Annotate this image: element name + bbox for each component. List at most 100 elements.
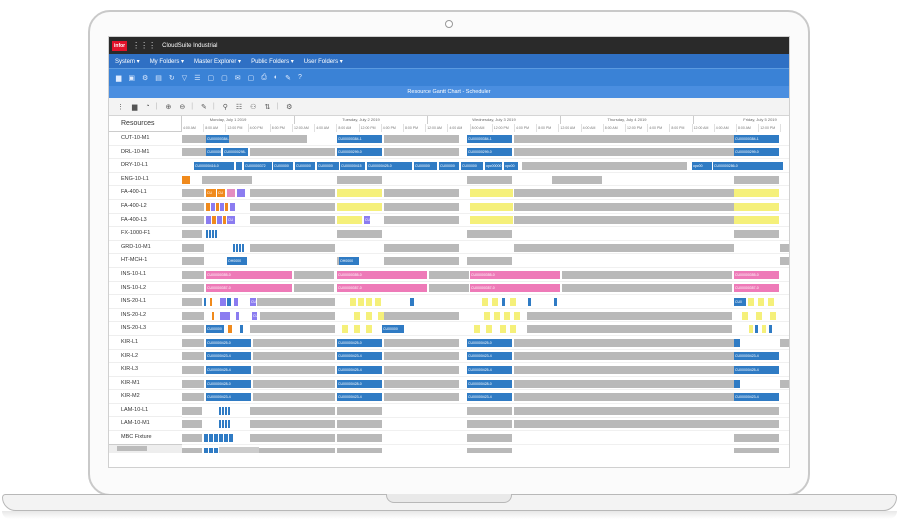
job-bar[interactable]: CU00000 [317,162,339,170]
mail-icon[interactable]: ✉ [234,74,241,82]
job-bar[interactable] [219,406,221,415]
print-icon[interactable]: ▢ [247,74,255,82]
job-bar[interactable] [219,420,221,429]
job-bar[interactable] [204,447,208,453]
job-bar[interactable] [482,298,488,306]
resource-row[interactable]: DRL-10-M1 [109,146,182,160]
job-bar[interactable]: CU00000299-0 [337,148,382,157]
job-bar[interactable] [337,216,362,225]
resource-row[interactable]: FA-400-L1 [109,186,182,200]
job-bar[interactable]: CU00000425-0 [337,338,382,347]
job-bar[interactable] [769,325,772,334]
pencil-icon[interactable]: ✎ [201,103,207,111]
resource-row[interactable]: KIR-L2 [109,350,182,364]
job-bar[interactable]: CU00000425-4 [734,366,779,374]
job-bar[interactable] [204,434,208,442]
chart-icon[interactable]: ◔ [145,103,150,110]
job-bar[interactable] [227,189,235,198]
job-bar[interactable] [206,216,211,225]
job-bar[interactable] [182,175,190,184]
job-bar[interactable] [484,311,490,320]
job-bar[interactable]: CU00000423-4 [467,393,512,402]
job-bar[interactable] [240,325,243,334]
job-bar[interactable] [514,311,520,320]
open-icon[interactable]: ▆ [132,103,138,111]
filter-icon[interactable]: ▽ [181,74,188,82]
horizontal-scrollbar[interactable] [109,444,182,453]
job-bar[interactable]: CU00000 [206,148,221,157]
job-bar[interactable]: CU00000355-0 [337,270,427,279]
job-bar[interactable] [222,420,224,429]
settings-icon[interactable]: ⚙ [142,74,149,82]
job-bar[interactable] [470,202,513,211]
resource-row[interactable]: KIR-M1 [109,377,182,391]
job-bar[interactable]: CU00000 [461,162,483,170]
resource-row[interactable]: FX-1000-F1 [109,227,182,241]
job-bar[interactable]: CU [250,298,256,306]
resource-row[interactable]: KIR-L3 [109,363,182,377]
job-bar[interactable]: CU00000423-4 [734,352,779,361]
job-bar[interactable] [215,230,217,238]
job-bar[interactable] [749,325,753,334]
job-bar[interactable] [492,298,498,306]
job-bar[interactable]: CU00000384-1 [734,134,779,143]
save-icon[interactable]: ▣ [128,74,136,82]
job-bar[interactable] [734,338,740,347]
resource-row[interactable]: LAM-10-M1 [109,417,182,432]
job-bar[interactable] [366,325,372,334]
job-bar[interactable] [500,325,506,334]
job-bar[interactable] [470,216,513,225]
job-bar[interactable] [410,298,414,306]
job-bar[interactable] [225,406,227,415]
job-bar[interactable] [494,311,500,320]
resource-row[interactable]: FA-400-L2 [109,200,182,214]
menu-master-explorer[interactable]: Master Explorer ▾ [194,58,242,65]
job-bar[interactable] [354,325,360,334]
job-bar[interactable] [217,216,222,225]
job-bar[interactable] [337,202,382,211]
job-bar[interactable] [234,298,238,306]
job-bar[interactable]: CU00000357-0 [337,284,427,293]
export-icon[interactable]: ⎙ [261,73,267,81]
job-bar[interactable] [474,325,480,334]
job-bar[interactable]: CU [217,189,225,198]
job-bar[interactable] [510,298,516,306]
list-filter-icon[interactable]: ☷ [235,103,243,111]
job-bar[interactable] [756,311,762,320]
job-bar[interactable] [378,311,384,320]
scroll-thumb[interactable] [117,446,147,451]
job-bar[interactable] [225,420,227,429]
job-bar[interactable] [758,298,764,306]
job-bar[interactable] [209,230,211,238]
job-bar[interactable] [236,243,238,252]
job-bar[interactable]: CU00000425-4 [206,366,251,374]
job-bar[interactable]: CU00000425-0 [206,338,251,347]
job-bar[interactable]: CU00000357-0 [470,284,560,293]
sort-icon[interactable]: ⇅ [264,103,271,111]
job-bar[interactable] [510,325,516,334]
job-bar[interactable]: CU00000355-0 [206,270,292,279]
job-bar[interactable]: CU00000355-0 [734,270,779,279]
job-bar[interactable] [209,434,213,442]
resource-row[interactable]: ENG-10-L1 [109,173,182,187]
job-bar[interactable] [239,243,241,252]
job-bar[interactable]: CU00000423-4 [734,393,779,402]
job-bar[interactable]: CU00000428-0 [467,379,512,388]
resource-row[interactable]: CUT-10-M1 [109,132,182,146]
job-bar[interactable]: CU00000299-0 [467,148,512,157]
job-bar[interactable]: CU00000357-0 [206,284,292,293]
resource-row[interactable]: INS-10-L2 [109,282,182,296]
job-bar[interactable] [366,311,372,320]
job-bar[interactable]: CU00000355-0 [470,270,560,279]
notify-icon[interactable]: ◐ [273,74,279,81]
job-bar[interactable]: CU00000357-0 [734,284,779,293]
resource-row[interactable]: KIR-M2 [109,390,182,404]
job-bar[interactable] [342,325,348,334]
job-bar[interactable] [220,202,224,211]
job-bar[interactable]: CU00000 [414,162,437,170]
job-bar[interactable]: opc00 [504,162,518,170]
job-bar[interactable] [230,202,235,211]
job-bar[interactable] [242,243,244,252]
menu-public-folders[interactable]: Public Folders ▾ [251,58,294,65]
resource-row[interactable]: GRD-10-M1 [109,241,182,255]
